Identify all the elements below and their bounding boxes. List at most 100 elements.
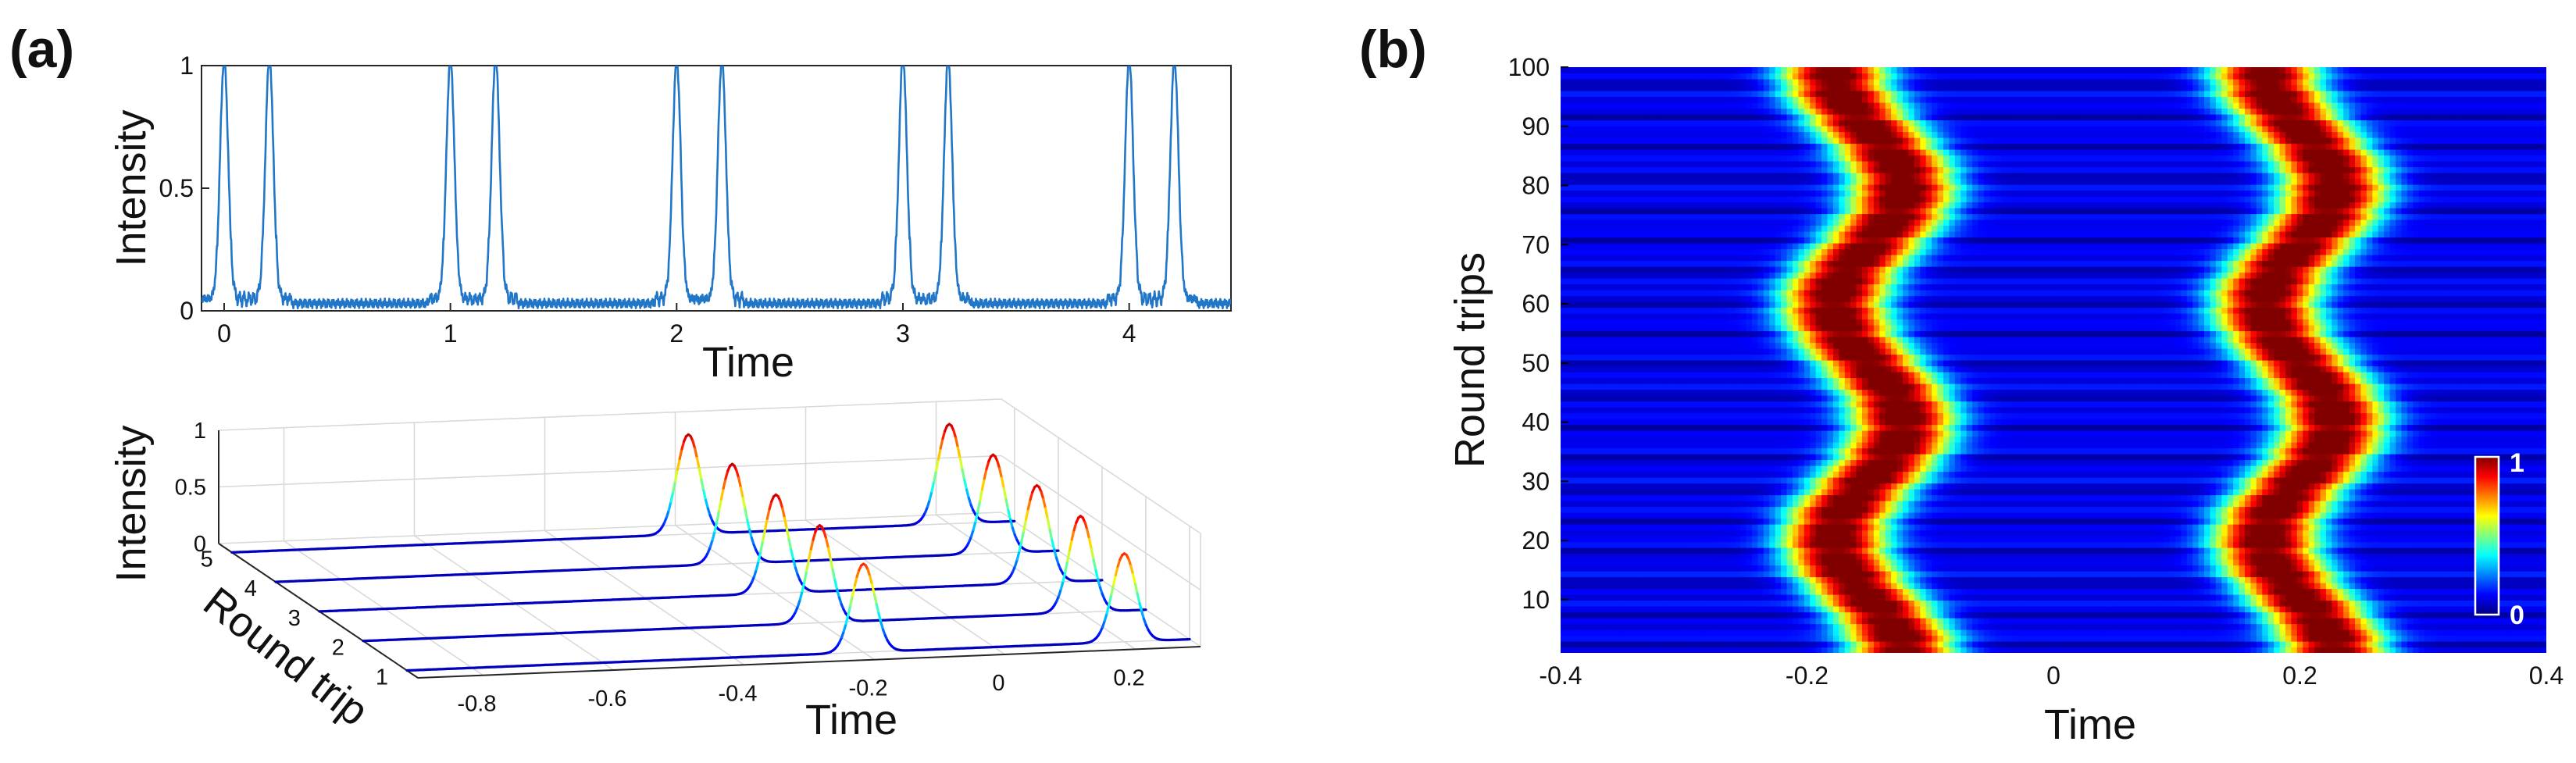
heatmap-cell	[2447, 588, 2454, 595]
heatmap-cell	[2059, 647, 2066, 653]
heatmap-cell	[2395, 547, 2403, 554]
heatmap-cell	[1798, 553, 1805, 560]
heatmap-cell	[1688, 606, 1695, 613]
heatmap-cell	[2244, 583, 2251, 590]
heatmap-cell	[1624, 553, 1631, 560]
heatmap-cell	[1932, 606, 1939, 613]
heatmap-cell	[2337, 559, 2344, 566]
heatmap-cell	[1566, 641, 1573, 648]
heatmap-cell	[1671, 576, 1678, 583]
heatmap-cell	[1943, 565, 1950, 572]
heatmap-cell	[1578, 618, 1585, 625]
heatmap-cell	[2128, 565, 2135, 572]
heatmap-cell	[1647, 623, 1654, 630]
heatmap-cell	[2030, 588, 2037, 595]
heatmap-cell	[2442, 629, 2449, 636]
heatmap-cell	[1740, 565, 1747, 572]
heatmap-cell	[2007, 647, 2014, 653]
heatmap-cell	[1954, 565, 1961, 572]
heatmap-cell	[2239, 594, 2246, 601]
heatmap-cell	[1595, 629, 1602, 636]
heatmap-cell	[1908, 583, 1915, 590]
heatmap-cell	[2192, 588, 2200, 595]
heatmap-cell	[1978, 618, 1985, 625]
heatmap-cell	[2262, 594, 2269, 601]
waterfall-round-trip-tick-label: 1	[376, 665, 388, 690]
heatmap-cell	[2007, 576, 2014, 583]
heatmap-cell	[2296, 547, 2303, 554]
heatmap-cell	[2053, 559, 2060, 566]
heatmap-cell	[1636, 541, 1643, 548]
heatmap-cell	[1978, 600, 1985, 607]
waterfall-trace-segment	[765, 508, 771, 520]
heatmap-cell	[2076, 547, 2083, 554]
waterfall-trace-segment	[700, 478, 705, 492]
heatmap-cell	[2366, 576, 2373, 583]
heatmap-cell	[2001, 565, 2008, 572]
heatmap-cell	[1925, 618, 1932, 625]
heatmap-cell	[1868, 565, 1875, 572]
heatmap-cell	[2389, 623, 2396, 630]
heatmap-cell	[1740, 553, 1747, 560]
heatmap-cell	[1832, 647, 1839, 653]
heatmap-cell	[1671, 611, 1678, 619]
heatmap-cell	[1856, 547, 1863, 554]
heatmap-cell	[2146, 588, 2153, 595]
heatmap-cell	[1873, 600, 1880, 607]
heatmap-cell	[2204, 571, 2211, 578]
heatmap-cell	[1821, 641, 1829, 648]
heatmap-cell	[1595, 623, 1602, 630]
heatmap-cell	[1688, 618, 1695, 625]
heatmap-cell	[2175, 553, 2182, 560]
heatmap-cell	[2407, 594, 2414, 601]
heatmap-cell	[2262, 611, 2269, 619]
heatmap-cell	[2001, 571, 2008, 578]
heatmap-cell	[1844, 559, 1851, 566]
heatmap-cell	[1659, 571, 1666, 578]
heatmap-cell	[2413, 547, 2420, 554]
heatmap-cell	[1566, 618, 1573, 625]
heatmap-cell	[1659, 618, 1666, 625]
heatmap-cell	[1612, 629, 1619, 636]
heatmap-cell	[1891, 641, 1898, 648]
heatmap-cell	[1937, 565, 1944, 572]
heatmap-cell	[2424, 565, 2432, 572]
heatmap-cell	[2506, 629, 2513, 636]
heatmap-cell	[1671, 618, 1678, 625]
heatmap-cell	[2157, 647, 2164, 653]
waterfall-trace-segment	[673, 468, 680, 483]
heatmap-cell	[1844, 600, 1851, 607]
heatmap-cell	[1729, 594, 1736, 601]
heatmap-cell	[2030, 547, 2037, 554]
heatmap-cell	[2175, 547, 2182, 554]
heatmap-cell	[2517, 547, 2524, 554]
heatmap-cell	[2308, 606, 2315, 613]
heatmap-cell	[2267, 576, 2275, 583]
heatmap-cell	[2267, 635, 2275, 642]
heatmap-cell	[1908, 594, 1915, 601]
heatmap-cell	[2134, 606, 2141, 613]
heatmap-cell	[2064, 647, 2071, 653]
heatmap-cell	[2134, 565, 2141, 572]
heatmap-cell	[1832, 611, 1839, 619]
heatmap-cell	[1682, 553, 1689, 560]
heatmap-cell	[2256, 623, 2263, 630]
heatmap-cell	[1885, 553, 1892, 560]
heatmap-cell	[2111, 576, 2118, 583]
heatmap-cell	[1671, 606, 1678, 613]
heatmap-cell	[1572, 641, 1579, 648]
heatmap-cell	[1763, 571, 1770, 578]
heatmap-cell	[2111, 553, 2118, 560]
heatmap-cell	[1844, 583, 1851, 590]
heatmap-cell	[2389, 576, 2396, 583]
heatmap-cell	[2279, 629, 2286, 636]
heatmap-cell	[1966, 588, 1973, 595]
heatmap-cell	[2181, 618, 2188, 625]
heatmap-cell	[2430, 583, 2437, 590]
heatmap-cell	[1595, 583, 1602, 590]
heatmap-cell	[1932, 594, 1939, 601]
heatmap-cell	[1630, 588, 1637, 595]
heatmap-cell	[2181, 629, 2188, 636]
heatmap-cell	[2296, 565, 2303, 572]
heatmap-cell	[2152, 606, 2159, 613]
